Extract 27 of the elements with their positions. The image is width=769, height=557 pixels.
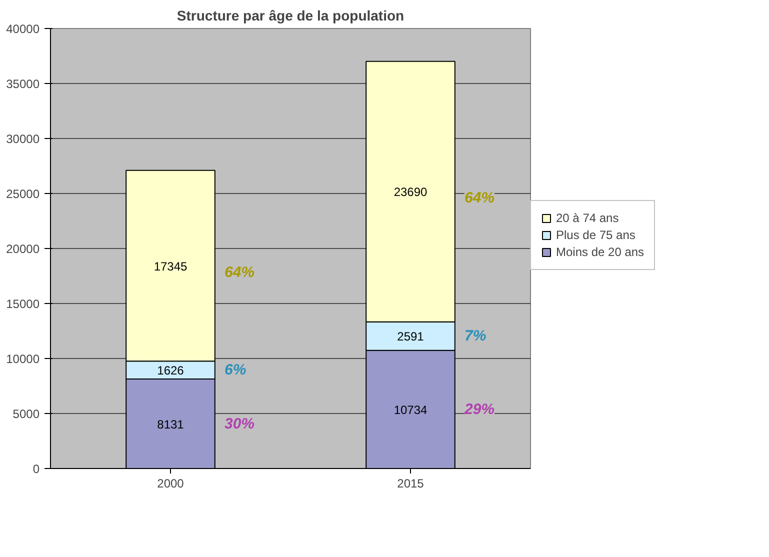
x-tick-label: 2000 [157, 476, 184, 490]
annotation: 7% [464, 328, 486, 345]
y-tick-label: 30000 [6, 132, 40, 146]
y-tick-label: 0 [32, 462, 40, 476]
annotation: 6% [224, 362, 246, 379]
y-tick-label: 25000 [6, 187, 40, 201]
annotation: 64% [464, 190, 495, 207]
y-tick-label: 20000 [6, 242, 40, 256]
y-tick-label: 5000 [12, 407, 40, 421]
legend-label: Plus de 75 ans [556, 228, 636, 242]
annotation: 29% [464, 400, 495, 418]
data-label: 8131 [157, 417, 184, 432]
y-tick-label: 35000 [6, 77, 40, 91]
data-label: 2591 [397, 330, 424, 344]
x-tick-label: 2015 [397, 476, 424, 490]
legend-label: 20 à 74 ans [556, 211, 619, 225]
data-label: 10734 [394, 402, 428, 417]
y-tick-label: 15000 [6, 297, 40, 311]
data-label: 23690 [394, 185, 428, 200]
annotation: 30% [224, 415, 255, 432]
y-tick-label: 10000 [6, 352, 40, 366]
data-label: 1626 [157, 364, 184, 378]
annotation: 64% [224, 264, 255, 281]
y-tick-label: 40000 [6, 22, 40, 36]
chart-title: Structure par âge de la population [176, 8, 404, 24]
data-label: 17345 [154, 259, 188, 274]
legend-label: Moins de 20 ans [556, 245, 644, 259]
